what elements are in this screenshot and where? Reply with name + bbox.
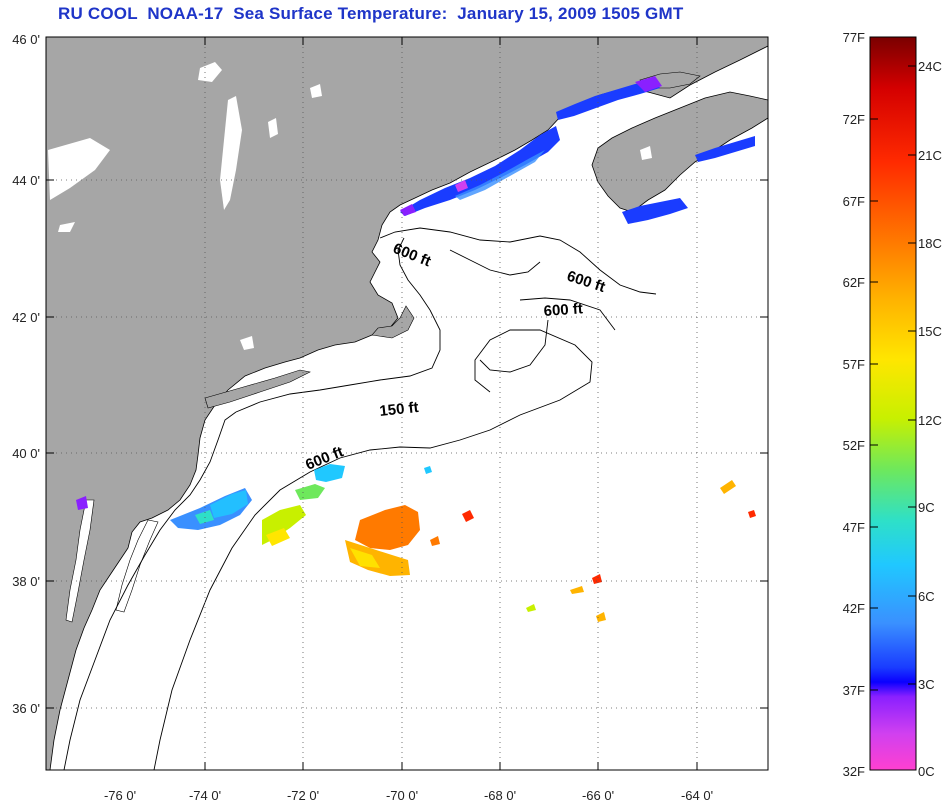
lake	[640, 146, 652, 160]
colorbar-c-label: 18C	[918, 236, 942, 251]
colorbar-f-label: 47F	[843, 520, 865, 535]
lat-tick-label: 46 0'	[12, 32, 40, 47]
lon-tick-label: -72 0'	[287, 788, 319, 803]
map-title: RU COOL NOAA-17 Sea Surface Temperature:…	[58, 4, 684, 23]
bathymetry-contours	[63, 227, 657, 770]
delaware-bay-water	[115, 519, 159, 613]
colorbar-f-label: 32F	[843, 764, 865, 779]
lake	[58, 222, 75, 232]
colorbar-c-label: 24C	[918, 59, 942, 74]
lat-tick-label: 44 0'	[12, 173, 40, 188]
lat-tick-label: 42 0'	[12, 310, 40, 325]
colorbar-f-label: 62F	[843, 275, 865, 290]
lat-tick-label: 38 0'	[12, 574, 40, 589]
axis-ticks	[46, 37, 768, 770]
colorbar-c-label: 12C	[918, 413, 942, 428]
contour-label: 600 ft	[543, 300, 583, 320]
colorbar-c-label: 21C	[918, 148, 942, 163]
contour-label: 150 ft	[379, 399, 420, 420]
colorbar-ticks	[870, 65, 916, 691]
colorbar-f-label: 42F	[843, 601, 865, 616]
map-frame	[45, 36, 769, 771]
colorbar-c-label: 3C	[918, 677, 935, 692]
chesapeake-bay-water	[65, 499, 95, 623]
lake	[240, 336, 254, 350]
lake	[310, 84, 322, 98]
colorbar-f-label: 67F	[843, 194, 865, 209]
long-island-land	[204, 369, 311, 409]
lon-tick-label: -68 0'	[484, 788, 516, 803]
lake	[198, 62, 222, 82]
sst-coastal-gulf-of-maine	[76, 76, 755, 510]
map-grid	[46, 37, 768, 770]
lon-tick-label: -74 0'	[189, 788, 221, 803]
colorbar-c-label: 6C	[918, 589, 935, 604]
sst-offshore-patches	[170, 464, 756, 622]
lon-tick-label: -64 0'	[681, 788, 713, 803]
colorbar-c-label: 0C	[918, 764, 935, 779]
lat-tick-label: 36 0'	[12, 701, 40, 716]
lon-tick-label: -66 0'	[582, 788, 614, 803]
colorbar-c-label: 9C	[918, 500, 935, 515]
lat-tick-label: 40 0'	[12, 446, 40, 461]
colorbar-f-label: 77F	[843, 30, 865, 45]
cape-cod-land	[371, 305, 415, 339]
colorbar-c-label: 15C	[918, 324, 942, 339]
colorbar-f-label: 57F	[843, 357, 865, 372]
colorbar-f-label: 72F	[843, 112, 865, 127]
lon-tick-label: -70 0'	[386, 788, 418, 803]
colorbar-f-label: 37F	[843, 683, 865, 698]
lake	[220, 96, 242, 210]
lake	[268, 118, 278, 138]
lake	[48, 138, 110, 200]
color-scale-bar	[869, 36, 917, 771]
lon-tick-label: -76 0'	[104, 788, 136, 803]
colorbar-f-label: 52F	[843, 438, 865, 453]
